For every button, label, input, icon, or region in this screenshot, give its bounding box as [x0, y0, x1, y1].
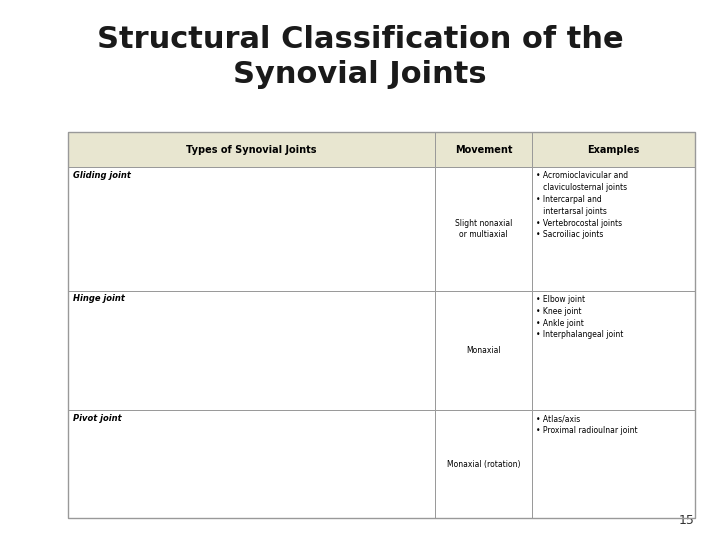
Text: Monaxial: Monaxial [466, 346, 500, 355]
Bar [68, 132, 435, 167]
Text: Hinge joint: Hinge joint [73, 294, 125, 303]
Bar [532, 132, 695, 167]
Bar [68, 291, 435, 410]
Bar [435, 167, 532, 291]
Text: Monaxial (rotation): Monaxial (rotation) [446, 460, 520, 469]
Text: • Elbow joint
• Knee joint
• Ankle joint
• Interphalangeal joint: • Elbow joint • Knee joint • Ankle joint… [536, 295, 623, 339]
Text: Gliding joint: Gliding joint [73, 171, 131, 180]
Bar [532, 410, 695, 518]
Text: Movement: Movement [454, 145, 512, 154]
Text: • Acromioclavicular and
   claviculosternal joints
• Intercarpal and
   intertar: • Acromioclavicular and claviculosternal… [536, 171, 628, 239]
Bar [68, 167, 435, 291]
Text: 15: 15 [679, 514, 695, 526]
Text: Types of Synovial Joints: Types of Synovial Joints [186, 145, 317, 154]
Bar [435, 410, 532, 518]
Text: Examples: Examples [588, 145, 639, 154]
Bar [435, 291, 532, 410]
Bar [532, 167, 695, 291]
Bar [68, 410, 435, 518]
Bar [435, 132, 532, 167]
Text: • Atlas/axis
• Proximal radioulnar joint: • Atlas/axis • Proximal radioulnar joint [536, 415, 637, 435]
Text: Structural Classification of the
Synovial Joints: Structural Classification of the Synovia… [96, 25, 624, 89]
Text: Pivot joint: Pivot joint [73, 414, 122, 423]
Bar [532, 291, 695, 410]
Bar [68, 132, 695, 518]
Text: Slight nonaxial
or multiaxial: Slight nonaxial or multiaxial [455, 219, 512, 239]
